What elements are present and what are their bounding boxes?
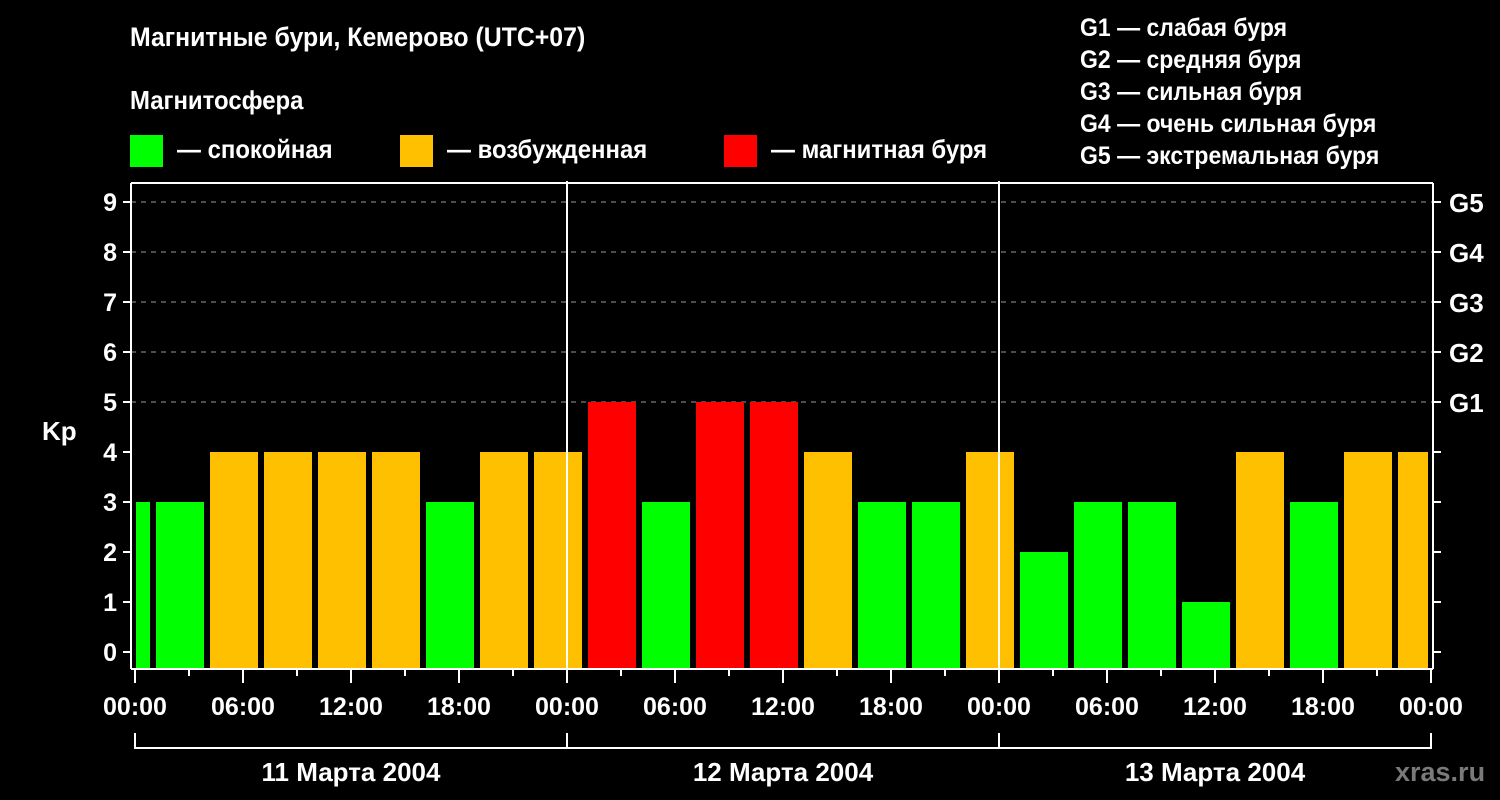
y-tick-label: 1 xyxy=(103,589,117,617)
axis-labels: 0 1 2 3 4 5 6 7 8 9 G1 G2 G3 G4 G5 Kp 00:00 06:00 12:00 18:… xyxy=(42,188,1484,787)
g-legend-item: G2 — средняя буря xyxy=(1080,46,1302,74)
g-scale-legend: G1 — слабая буря G2 — средняя буря G3 — … xyxy=(1080,12,1379,172)
day-label: 13 Марта 2004 xyxy=(1125,757,1306,787)
y-tick-label: 6 xyxy=(103,339,117,367)
x-tick-label: 12:00 xyxy=(1183,693,1247,721)
watermark: xras.ru xyxy=(1395,757,1486,787)
y-tick-label: 5 xyxy=(103,389,117,417)
kp-bars xyxy=(136,402,1428,668)
x-tick-label: 18:00 xyxy=(1291,693,1355,721)
legend-label-active: — возбужденная xyxy=(447,134,648,164)
y-tick-label: 8 xyxy=(103,239,117,267)
g-legend-item: G4 — очень сильная буря xyxy=(1080,110,1377,138)
legend-swatch-storm xyxy=(724,135,757,167)
kp-bar-quiet xyxy=(1074,502,1122,668)
y-axis-title: Kp xyxy=(42,416,77,446)
x-tick-label: 00:00 xyxy=(103,693,167,721)
x-tick-label: 18:00 xyxy=(859,693,923,721)
g-level-label: G2 xyxy=(1449,338,1484,368)
kp-bar-active xyxy=(1398,452,1428,668)
kp-bar-quiet xyxy=(1128,502,1176,668)
g-legend-item: G1 — слабая буря xyxy=(1080,14,1288,42)
x-tick-label: 12:00 xyxy=(319,693,383,721)
y-tick-label: 0 xyxy=(103,639,117,667)
kp-bar-active xyxy=(480,452,528,668)
legend-label-storm: — магнитная буря xyxy=(771,134,988,164)
x-tick-label: 00:00 xyxy=(1399,693,1463,721)
chart-title: Магнитные бури, Кемерово (UTC+07) xyxy=(130,22,586,52)
y-tick-label: 9 xyxy=(103,189,117,217)
x-tick-label: 06:00 xyxy=(643,693,707,721)
kp-bar-active xyxy=(966,452,1014,668)
y-tick-label: 7 xyxy=(103,289,117,317)
day-label: 11 Марта 2004 xyxy=(262,757,441,787)
kp-bar-quiet xyxy=(156,502,204,668)
kp-bar-active xyxy=(1344,452,1392,668)
kp-bar-quiet xyxy=(642,502,690,668)
y-tick-label: 3 xyxy=(103,489,117,517)
legend-swatch-active xyxy=(400,135,433,167)
x-tick-label: 00:00 xyxy=(535,693,599,721)
x-tick-label: 00:00 xyxy=(967,693,1031,721)
kp-bar-active xyxy=(804,452,852,668)
kp-bar-quiet xyxy=(426,502,474,668)
x-tick-label: 18:00 xyxy=(427,693,491,721)
legend-heading: Магнитосфера xyxy=(130,85,304,115)
kp-bar-quiet xyxy=(912,502,960,668)
kp-bar-storm xyxy=(588,402,636,668)
g-level-label: G3 xyxy=(1449,288,1484,318)
legend-label-quiet: — спокойная xyxy=(177,134,333,164)
y-tick-label: 2 xyxy=(103,539,117,567)
axes xyxy=(123,181,1441,749)
kp-bar-quiet xyxy=(136,502,150,668)
kp-bar-quiet xyxy=(1020,552,1068,668)
g-level-label: G5 xyxy=(1449,188,1484,218)
gridlines xyxy=(131,201,1433,403)
g-level-label: G1 xyxy=(1449,388,1484,418)
kp-bar-storm xyxy=(750,402,798,668)
y-tick-label: 4 xyxy=(103,439,117,467)
kp-bar-active xyxy=(210,452,258,668)
kp-bar-active xyxy=(264,452,312,668)
kp-bar-active xyxy=(1236,452,1284,668)
x-tick-label: 06:00 xyxy=(211,693,275,721)
day-label: 12 Марта 2004 xyxy=(693,757,874,787)
kp-bar-active xyxy=(372,452,420,668)
kp-bar-active xyxy=(318,452,366,668)
legend-swatch-quiet xyxy=(130,135,163,167)
kp-bar-storm xyxy=(696,402,744,668)
kp-bar-quiet xyxy=(1290,502,1338,668)
x-tick-label: 06:00 xyxy=(1075,693,1139,721)
g-legend-item: G5 — экстремальная буря xyxy=(1080,142,1380,170)
kp-bar-quiet xyxy=(1182,602,1230,668)
x-tick-label: 12:00 xyxy=(751,693,815,721)
g-legend-item: G3 — сильная буря xyxy=(1080,78,1303,106)
kp-bar-active xyxy=(534,452,582,668)
kp-bar-quiet xyxy=(858,502,906,668)
g-level-label: G4 xyxy=(1449,238,1484,268)
